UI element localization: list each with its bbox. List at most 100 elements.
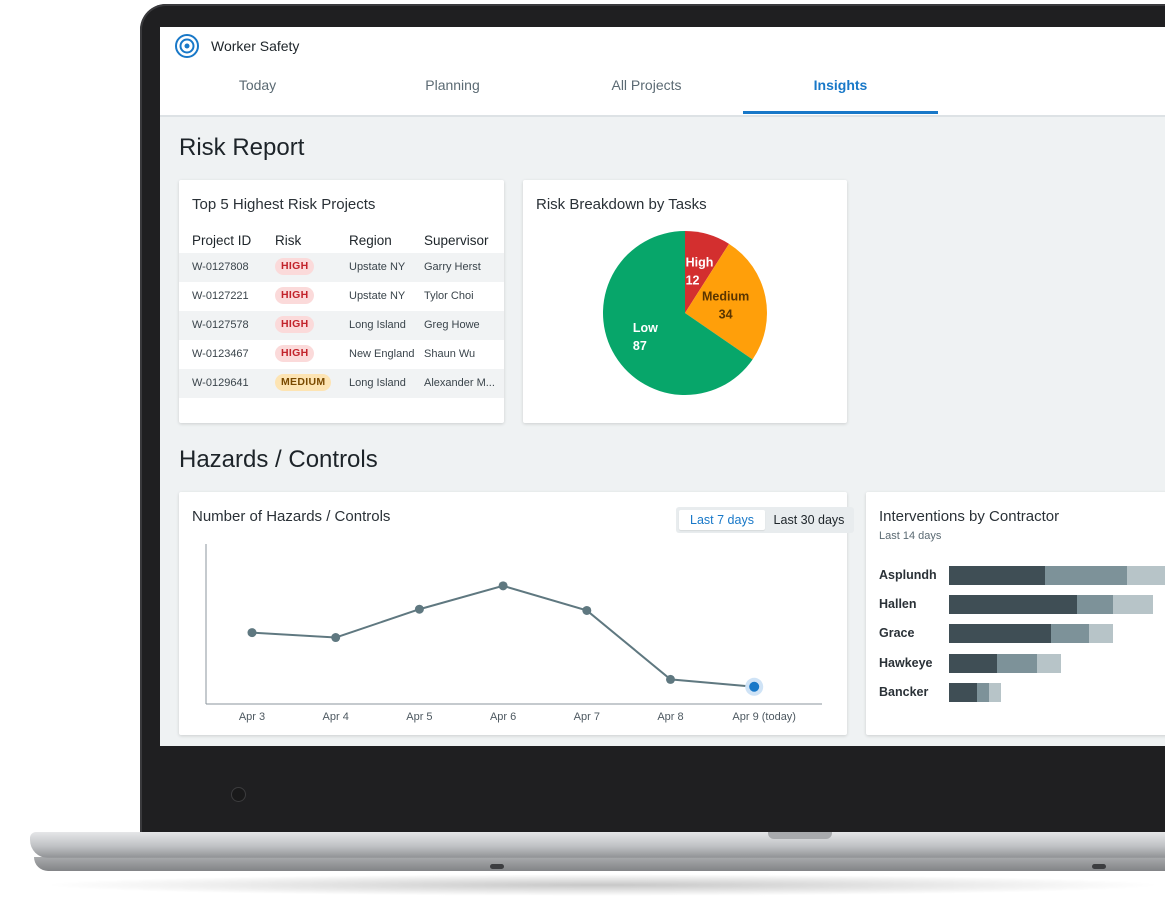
series-line	[251, 584, 755, 688]
supervisor: Alexander M...	[424, 377, 495, 389]
risk-badge: HIGH	[275, 258, 315, 275]
laptop-foot	[1092, 864, 1106, 869]
contractor-label: Grace	[879, 626, 915, 641]
x-tick-label: Apr 3	[238, 711, 266, 723]
project-id: W-0127578	[192, 319, 249, 331]
tab-all-projects[interactable]: All Projects	[611, 77, 682, 93]
region: Upstate NY	[349, 261, 406, 273]
bar-segment[interactable]	[1089, 624, 1113, 644]
laptop-foot	[490, 864, 504, 869]
x-tick-label: Apr 5	[406, 711, 433, 723]
card-title: Top 5 Highest Risk Projects	[192, 196, 376, 213]
contractor-label: Hallen	[879, 597, 917, 612]
data-point[interactable]	[498, 581, 508, 591]
bar-segment[interactable]	[1077, 595, 1113, 615]
risk-badge: MEDIUM	[275, 374, 332, 391]
pie-slice-medium[interactable]	[685, 243, 767, 360]
top-risk-projects-card: Top 5 Highest Risk Projects Project ID R…	[179, 180, 504, 423]
bar-segment[interactable]	[997, 653, 1037, 673]
supervisor: Garry Herst	[424, 261, 481, 273]
bar-segment[interactable]	[1037, 653, 1061, 673]
region: Long Island	[349, 377, 406, 389]
webcam-icon	[231, 787, 246, 802]
column-header-project-id: Project ID	[192, 233, 252, 248]
bar-segment[interactable]	[949, 682, 977, 702]
tab-insights[interactable]: Insights	[743, 77, 938, 114]
app-header: Worker Safety Today Planning All Project…	[160, 27, 1165, 117]
pie-label: High	[686, 256, 714, 270]
data-point[interactable]	[247, 628, 257, 638]
bar-segment[interactable]	[989, 682, 1001, 702]
project-id: W-0123467	[192, 348, 249, 360]
bar-segment[interactable]	[1113, 595, 1153, 615]
hazards-line-card: Number of Hazards / Controls Last 7 days…	[179, 492, 854, 735]
data-point[interactable]	[331, 633, 341, 643]
pie-value: 34	[719, 308, 733, 322]
project-id: W-0127221	[192, 290, 249, 302]
x-tick-label: Apr 4	[322, 711, 349, 723]
pie-slice-low[interactable]	[602, 231, 753, 395]
hazards-line-chart	[205, 544, 822, 705]
column-header-risk: Risk	[275, 233, 302, 248]
supervisor: Tylor Choi	[424, 290, 474, 302]
column-header-region: Region	[349, 233, 392, 248]
pie-label: Low	[633, 321, 658, 335]
app-logo-icon	[175, 34, 199, 58]
risk-breakdown-card: Risk Breakdown by Tasks High 12 Medium 34 Lo…	[523, 180, 847, 423]
pie-slice-high[interactable]	[685, 231, 730, 313]
bar-segment[interactable]	[949, 566, 1045, 585]
bar-segment[interactable]	[949, 595, 1077, 615]
region: Upstate NY	[349, 290, 406, 302]
x-tick-label: Apr 6	[489, 711, 517, 723]
tab-planning[interactable]: Planning	[425, 77, 480, 93]
card-title: Risk Breakdown by Tasks	[536, 196, 707, 213]
table-row[interactable]: W-0129641 MEDIUM Long Island Alexander M…	[179, 369, 504, 398]
risk-badge: HIGH	[275, 345, 315, 362]
bar-segment[interactable]	[1045, 566, 1127, 585]
column-header-supervisor: Supervisor	[424, 233, 489, 248]
table-row[interactable]: W-0127808 HIGH Upstate NY Garry Herst	[179, 253, 504, 282]
region: New England	[349, 348, 415, 360]
project-id: W-0127808	[192, 261, 249, 273]
data-point-today[interactable]	[749, 681, 760, 692]
last-30-days-button[interactable]: Last 30 days	[773, 513, 845, 527]
laptop-base	[30, 832, 1165, 858]
x-tick-label: Apr 7	[573, 711, 600, 723]
tab-today[interactable]: Today	[238, 77, 277, 93]
contractor-label: Asplundh	[879, 568, 937, 582]
bar-segment[interactable]	[1127, 566, 1165, 585]
pie-value: 12	[686, 274, 700, 288]
laptop-shadow	[40, 874, 1165, 896]
contractor-label: Bancker	[879, 684, 929, 699]
pie-label: Medium	[702, 290, 749, 304]
table-row[interactable]: W-0123467 HIGH New England Shaun Wu	[179, 340, 504, 369]
x-tick-label: Apr 9 (today)	[732, 711, 796, 723]
laptop-notch	[768, 832, 832, 839]
last-7-days-button[interactable]: Last 7 days	[679, 510, 765, 530]
card-subtitle: Last 14 days	[879, 530, 942, 542]
app-screen: Worker Safety Today Planning All Project…	[160, 27, 1165, 746]
x-tick-label: Apr 8	[657, 711, 684, 723]
data-point[interactable]	[414, 604, 424, 614]
table-row[interactable]: W-0127578 HIGH Long Island Greg Howe	[179, 311, 504, 340]
risk-badge: HIGH	[275, 287, 315, 304]
section-title-risk-report: Risk Report	[179, 134, 305, 161]
laptop-base-lip	[34, 857, 1165, 871]
supervisor: Greg Howe	[424, 319, 480, 331]
table-row[interactable]: W-0127221 HIGH Upstate NY Tylor Choi	[179, 282, 504, 311]
app-title: Worker Safety	[211, 38, 300, 54]
bar-segment[interactable]	[1051, 624, 1089, 644]
risk-badge: HIGH	[275, 316, 315, 333]
interventions-card: Interventions by Contractor Last 14 days…	[866, 492, 1165, 735]
supervisor: Shaun Wu	[424, 348, 476, 360]
project-id: W-0129641	[192, 377, 249, 389]
data-point[interactable]	[666, 674, 675, 684]
contractor-label: Hawkeye	[879, 655, 933, 670]
section-title-hazards-controls: Hazards / Controls	[179, 446, 378, 473]
region: Long Island	[349, 319, 406, 331]
data-point[interactable]	[582, 605, 592, 615]
bar-segment[interactable]	[949, 624, 1051, 644]
bar-segment[interactable]	[949, 653, 997, 673]
bar-segment[interactable]	[977, 682, 989, 702]
